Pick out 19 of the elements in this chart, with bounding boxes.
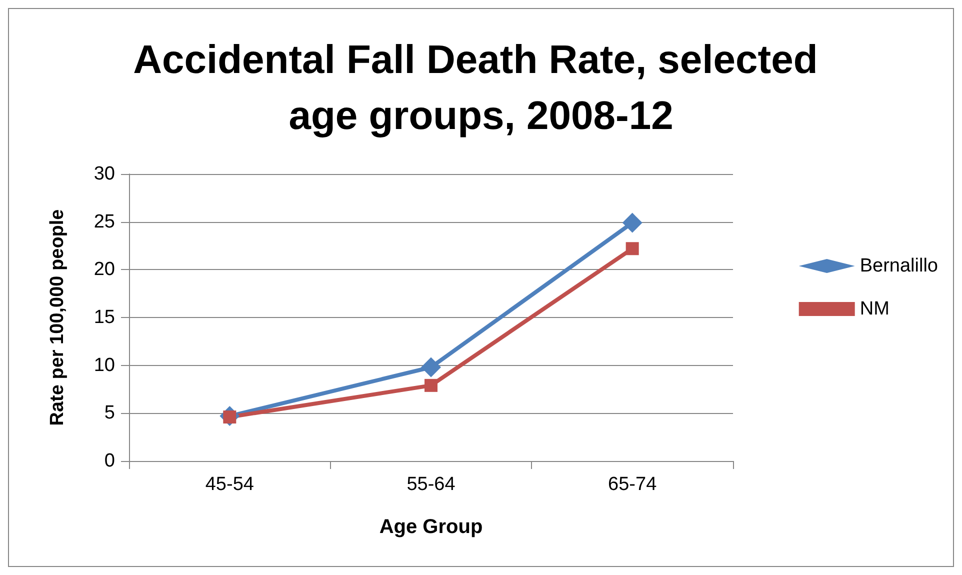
y-axis-title: Rate per 100,000 people <box>47 209 68 426</box>
y-tick-label: 10 <box>94 354 115 376</box>
legend-label: Bernalillo <box>860 256 938 276</box>
y-tick-label: 30 <box>94 164 115 184</box>
point <box>421 357 441 378</box>
y-tick-label: 5 <box>104 402 115 424</box>
x-tick-label: 55-64 <box>406 474 456 495</box>
x-tick-label: 65-74 <box>608 474 658 495</box>
legend-label: NM <box>860 298 890 320</box>
x-axis-title: Age Group <box>379 516 483 538</box>
y-tick-label: 20 <box>94 259 115 280</box>
point <box>622 212 642 233</box>
point <box>424 378 438 392</box>
y-tick-label: 15 <box>94 307 115 328</box>
chart-title: Accidental Fall Death Rate, selected age groups, 2008-12 <box>133 38 829 138</box>
y-tick-label: 25 <box>94 211 115 232</box>
point <box>626 242 639 256</box>
y-tick-label: 0 <box>104 450 115 472</box>
x-tick-label: 45-54 <box>205 474 254 495</box>
